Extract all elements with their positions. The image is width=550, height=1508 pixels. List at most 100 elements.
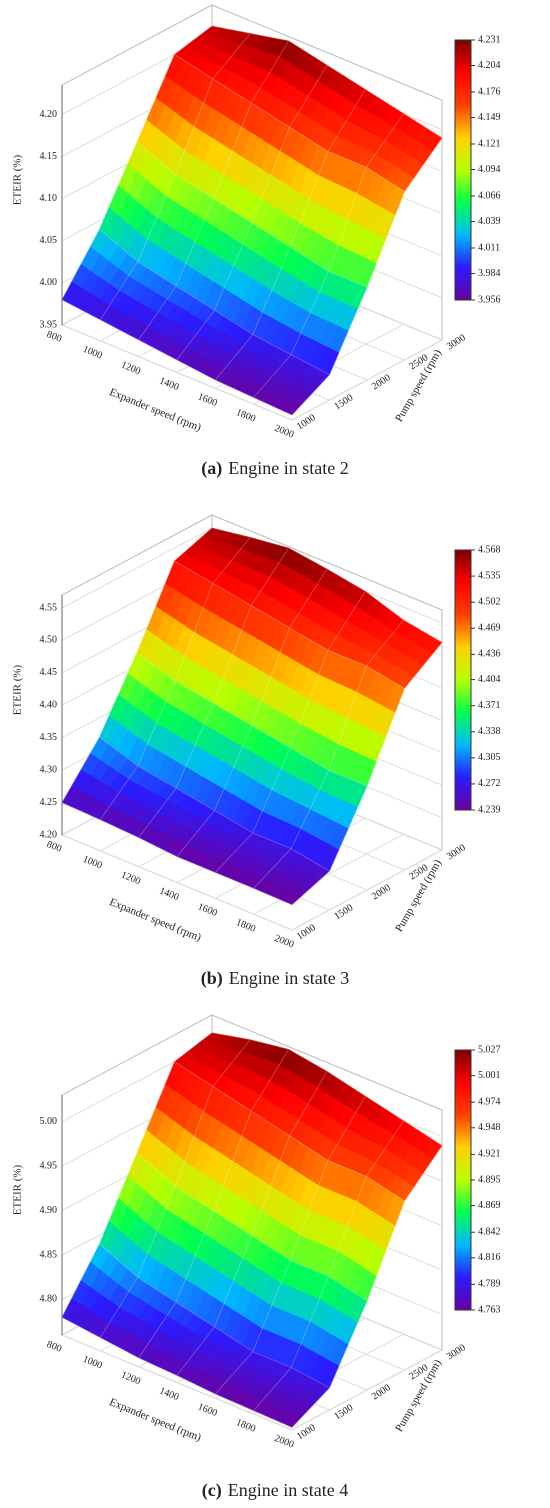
colorbar-tick-label: 4.066 <box>478 190 501 201</box>
colorbar-tick-label: 4.469 <box>478 623 501 634</box>
surface-chart: 4.80 4.85 4.90 4.95 5.00 800 1000 1200 1400 1600 1… <box>12 1014 501 1501</box>
mesh-cell <box>253 1367 330 1428</box>
colorbar-tick-label: 4.502 <box>478 596 501 607</box>
y-tick-label: 2000 <box>370 1382 393 1402</box>
z-tick-label: 4.55 <box>40 602 58 613</box>
z-axis-label: ETEIR (%) <box>12 1164 24 1215</box>
surface-chart: 4.20 4.25 4.30 4.35 4.40 4.45 4.50 4.55 800 1000 1… <box>12 514 501 989</box>
z-tick-label: 4.95 <box>40 1160 58 1171</box>
caption-label: (b) <box>201 968 223 989</box>
y-tick-label: 1000 <box>295 1422 318 1442</box>
z-tick-label: 4.45 <box>40 667 58 678</box>
y-tick-label: 3000 <box>445 332 468 352</box>
colorbar-tick-label: 4.535 <box>478 570 501 581</box>
z-tick-label: 4.25 <box>40 797 58 808</box>
colorbar-tick-label: 4.789 <box>478 1279 501 1290</box>
colorbar-tick-label: 4.436 <box>478 649 501 660</box>
colorbar-tick-label: 4.568 <box>478 544 501 555</box>
caption-text: Engine in state 3 <box>229 968 349 988</box>
surface-patch <box>281 1412 302 1428</box>
mesh-cell <box>253 848 331 906</box>
z-tick-label: 4.35 <box>40 732 58 743</box>
colorbar-tick-label: 3.956 <box>478 294 501 305</box>
y-tick-label: 1500 <box>332 392 355 412</box>
x-axis-label: Expander speed (rpm) <box>108 386 203 434</box>
z-tick-label: 5.00 <box>40 1116 58 1127</box>
colorbar-tick-label: 4.921 <box>478 1149 501 1160</box>
colorbar-tick-label: 4.239 <box>478 804 501 815</box>
z-tick-label: 4.10 <box>40 193 58 204</box>
x-axis-label: Expander speed (rpm) <box>108 896 203 944</box>
caption-text: Engine in state 2 <box>228 458 348 478</box>
y-tick-label: 1000 <box>295 412 318 432</box>
colorbar-tick-label: 4.842 <box>478 1226 501 1237</box>
x-axis-label: Expander speed (rpm) <box>108 1396 203 1444</box>
x-tick-label: 1400 <box>158 1385 181 1403</box>
z-tick-label: 3.95 <box>40 319 58 330</box>
z-axis-label: ETEIR (%) <box>12 154 24 205</box>
y-tick-label: 3000 <box>445 1342 468 1362</box>
z-tick-label: 4.40 <box>40 700 58 711</box>
surface-patch <box>281 399 302 416</box>
caption: (a) Engine in state 2 <box>201 458 348 479</box>
caption-text: Engine in state 4 <box>228 1480 348 1500</box>
y-tick-label: 2000 <box>370 882 393 902</box>
colorbar-tick-label: 5.027 <box>478 1044 501 1055</box>
colorbar-tick-label: 4.305 <box>478 752 501 763</box>
colorbar-tick-label: 4.204 <box>478 60 501 71</box>
caption-label: (a) <box>201 458 222 479</box>
x-tick-label: 1800 <box>234 407 257 425</box>
x-tick-label: 1000 <box>81 1354 104 1372</box>
colorbar-tick-label: 4.176 <box>478 86 501 97</box>
z-tick-label: 4.05 <box>40 235 58 246</box>
y-tick-label: 1000 <box>295 922 318 942</box>
z-tick-label: 4.00 <box>40 277 58 288</box>
caption-label: (c) <box>202 1480 222 1501</box>
colorbar <box>454 549 472 811</box>
x-tick-label: 1200 <box>119 1370 142 1388</box>
x-tick-label: 2000 <box>273 933 296 951</box>
z-tick-label: 4.90 <box>40 1205 58 1216</box>
colorbar-tick-label: 4.011 <box>478 242 500 253</box>
x-tick-label: 800 <box>45 1339 63 1355</box>
grid-line <box>61 834 293 931</box>
x-tick-label: 800 <box>45 839 63 855</box>
colorbar-tick-label: 4.338 <box>478 726 501 737</box>
colorbar <box>454 39 472 301</box>
mesh-cell <box>253 354 330 416</box>
grid-line <box>61 324 293 421</box>
caption: (b) Engine in state 3 <box>201 968 349 989</box>
colorbar-tick-label: 4.763 <box>478 1304 501 1315</box>
colorbar <box>454 1049 472 1311</box>
z-tick-label: 4.20 <box>40 829 58 840</box>
x-tick-label: 1800 <box>234 1417 257 1435</box>
y-tick-label: 1500 <box>332 902 355 922</box>
z-tick-label: 4.20 <box>40 109 58 120</box>
y-tick-label: 1500 <box>332 1402 355 1422</box>
caption: (c) Engine in state 4 <box>202 1480 348 1501</box>
y-tick-label: 3000 <box>445 842 468 862</box>
colorbar-tick-label: 4.869 <box>478 1200 501 1211</box>
surface-patch <box>281 891 302 906</box>
z-tick-label: 4.80 <box>40 1294 58 1305</box>
z-tick-label: 4.15 <box>40 151 58 162</box>
colorbar-tick-label: 4.974 <box>478 1096 501 1107</box>
colorbar-tick-label: 4.371 <box>478 700 501 711</box>
x-tick-label: 1200 <box>119 360 142 378</box>
colorbar-tick-label: 4.404 <box>478 674 501 685</box>
x-tick-label: 2000 <box>273 423 296 441</box>
colorbar-tick-label: 4.121 <box>478 138 501 149</box>
x-tick-label: 1600 <box>196 901 219 919</box>
z-axis-label: ETEIR (%) <box>12 664 24 715</box>
surface-chart: 3.95 4.00 4.05 4.10 4.15 4.20 800 1000 1200 1400 1… <box>12 4 501 479</box>
colorbar-tick-label: 5.001 <box>478 1070 501 1081</box>
colorbar-tick-label: 4.149 <box>478 112 501 123</box>
z-tick-label: 4.30 <box>40 764 58 775</box>
colorbar-tick-label: 4.231 <box>478 34 501 45</box>
colorbar-tick-label: 4.094 <box>478 164 501 175</box>
colorbar-tick-label: 3.984 <box>478 268 501 279</box>
x-tick-label: 1400 <box>158 375 181 393</box>
colorbar-tick-label: 4.948 <box>478 1122 501 1133</box>
x-tick-label: 800 <box>45 329 63 345</box>
